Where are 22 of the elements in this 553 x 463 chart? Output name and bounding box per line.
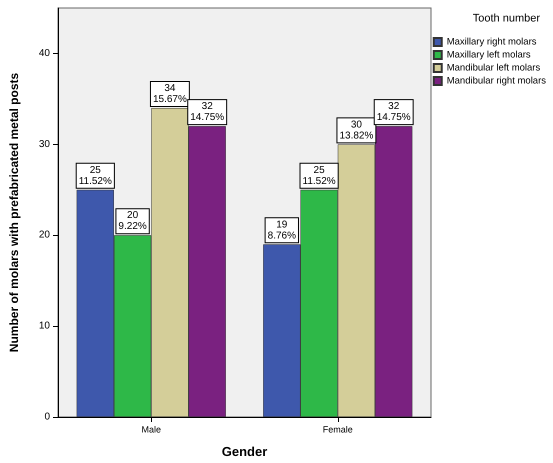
y-tick-label: 20: [38, 230, 50, 241]
x-tick-label: Male: [141, 424, 162, 434]
y-tick-label: 40: [38, 48, 50, 59]
y-tick-label: 30: [38, 138, 50, 150]
y-axis-title: Number of molars with prefabricated metal posts: [7, 72, 21, 352]
x-tick-label: Female: [322, 424, 353, 434]
legend-label: Mandibular right molars: [446, 76, 546, 86]
data-label: 34 15.67%: [152, 82, 187, 105]
data-label: 32 14.75%: [376, 101, 411, 124]
legend-label: Mandibular left molars: [446, 62, 540, 74]
data-label: 25 11.52%: [302, 164, 336, 187]
data-label: 32 14.75%: [190, 101, 224, 124]
data-label: 25 11.52%: [78, 164, 112, 187]
data-label: 19 8.76%: [268, 219, 296, 242]
legend-label: Maxillary left molars: [446, 50, 531, 60]
legend-label: Maxillary right molars: [446, 36, 537, 48]
x-axis-title: Gender: [222, 444, 268, 459]
y-tick-label: 0: [44, 412, 50, 422]
y-tick-label: 10: [38, 320, 50, 332]
data-label: 20 9.22%: [118, 210, 147, 232]
data-label: 30 13.82%: [339, 119, 374, 142]
legend-title: Tooth number: [472, 12, 540, 24]
